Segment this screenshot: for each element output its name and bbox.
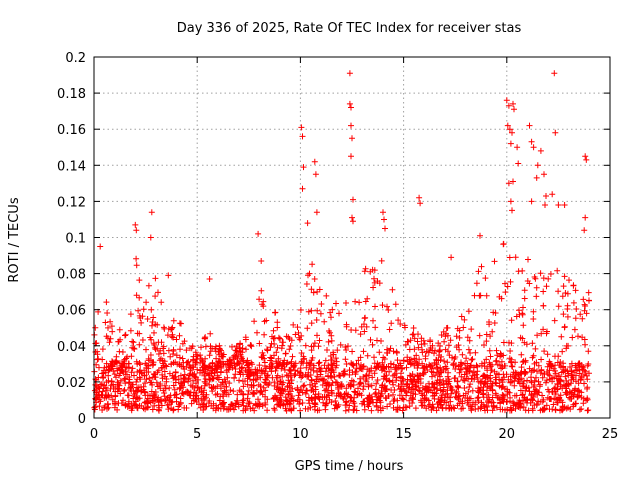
y-tick-label: 0.16 xyxy=(57,123,86,138)
y-tick-label: 0.06 xyxy=(57,304,86,319)
y-tick-label: 0.08 xyxy=(57,268,86,283)
grid-layer xyxy=(94,57,610,418)
x-axis-label: GPS time / hours xyxy=(295,459,404,474)
y-axis-label: ROTI / TECUs xyxy=(7,197,22,282)
x-tick-label: 0 xyxy=(90,427,98,442)
ticks-layer: 0 0.02 0.04 0.06 0.08 0.1 0.12 0.14 0.16 0.18 0.2 0… xyxy=(57,51,618,442)
x-tick-label: 20 xyxy=(499,427,516,442)
y-tick-label: 0.18 xyxy=(57,87,86,102)
x-tick-label: 15 xyxy=(395,427,412,442)
y-tick-label: 0.04 xyxy=(57,340,86,355)
y-tick-label: 0.2 xyxy=(65,51,86,66)
y-tick-label: 0.14 xyxy=(57,159,86,174)
chart-title: Day 336 of 2025, Rate Of TEC Index for r… xyxy=(177,21,522,36)
y-tick-label: 0.1 xyxy=(65,232,86,247)
data-points xyxy=(91,70,592,414)
y-tick-label: 0.02 xyxy=(57,376,86,391)
y-tick-label: 0 xyxy=(78,412,86,427)
x-tick-label: 5 xyxy=(193,427,201,442)
roti-markers xyxy=(91,70,592,414)
x-tick-label: 10 xyxy=(292,427,309,442)
x-tick-label: 25 xyxy=(602,427,619,442)
y-tick-label: 0.12 xyxy=(57,195,86,210)
